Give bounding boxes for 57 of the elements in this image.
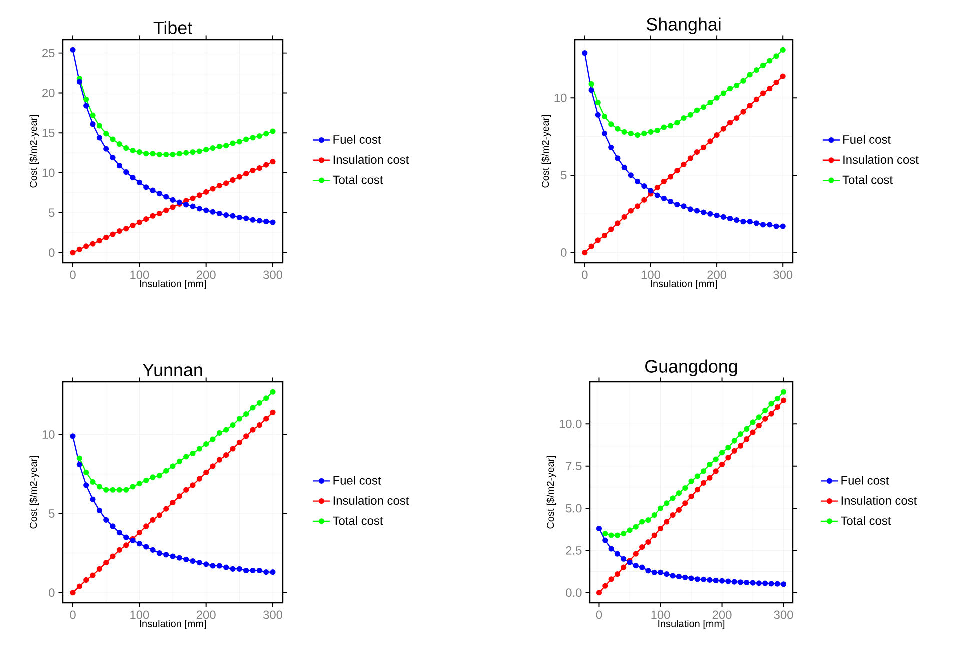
legend-label: Insulation cost: [844, 155, 919, 164]
x-axis-title: Insulation [mm]: [140, 620, 206, 630]
x-tick-label: 300: [774, 270, 793, 280]
legend-label: Insulation cost: [842, 496, 918, 506]
x-axis-title: Insulation [mm]: [658, 620, 725, 630]
y-tick-label: 5.0: [566, 504, 582, 513]
y-tick-label: 2.5: [566, 546, 582, 555]
x-axis-title: Insulation [mm]: [140, 280, 206, 290]
y-tick-label: 5: [49, 510, 55, 518]
legend-label: Fuel cost: [844, 135, 891, 144]
legend-label: Total cost: [842, 175, 893, 184]
y-tick-label: 25: [42, 49, 55, 58]
x-tick-label: 0: [70, 610, 76, 620]
x-tick-label: 200: [708, 270, 727, 280]
x-tick-label: 0: [596, 610, 602, 620]
y-tick-label: 0: [49, 248, 55, 258]
y-tick-label: 15: [42, 128, 55, 138]
x-tick-label: 100: [130, 610, 150, 620]
legend-label: Fuel cost: [842, 476, 890, 485]
x-tick-label: 100: [652, 610, 670, 620]
y-tick-label: 5: [49, 208, 55, 218]
x-tick-label: 200: [196, 610, 216, 620]
legend-label: Fuel cost: [334, 476, 382, 485]
legend-label: Total cost: [333, 516, 384, 526]
y-tick-label: 10: [554, 94, 567, 102]
y-tick-label: 0: [49, 588, 55, 598]
x-axis-title: Insulation [mm]: [651, 280, 718, 290]
y-tick-label: 10: [42, 430, 55, 440]
y-axis-title: Cost [$/m2-year]: [542, 115, 552, 188]
y-axis-title: Cost [$/m2-year]: [30, 456, 40, 529]
y-tick-label: 0.0: [566, 588, 582, 598]
x-tick-label: 0: [70, 270, 76, 280]
x-tick-label: 100: [642, 270, 660, 280]
x-tick-label: 300: [263, 610, 283, 620]
legend-label: Total cost: [333, 175, 384, 184]
x-tick-label: 300: [263, 270, 283, 280]
x-tick-label: 200: [712, 610, 732, 620]
chart-title: Guangdong: [646, 360, 738, 376]
legend-label: Total cost: [841, 516, 892, 526]
legend-label: Insulation cost: [334, 155, 410, 164]
x-tick-label: 200: [196, 270, 216, 280]
legend-label: Insulation cost: [334, 496, 410, 506]
chart-title: Yunnan: [142, 364, 202, 376]
y-tick-label: 0: [561, 248, 567, 257]
y-tick-label: 10: [42, 168, 55, 178]
y-tick-label: 5: [561, 171, 567, 180]
chart-title: Tibet: [154, 21, 192, 34]
chart-title: Shanghai: [646, 18, 721, 34]
y-axis-title: Cost [$/m2-year]: [30, 115, 40, 188]
y-tick-label: 20: [42, 88, 55, 98]
x-tick-label: 100: [130, 270, 150, 280]
x-tick-label: 300: [774, 610, 794, 620]
y-tick-label: 10.0: [560, 420, 582, 428]
y-tick-label: 7.5: [566, 462, 582, 470]
legend-label: Fuel cost: [334, 135, 382, 144]
y-axis-title: Cost [$/m2-year]: [546, 456, 556, 529]
x-tick-label: 0: [582, 270, 588, 280]
